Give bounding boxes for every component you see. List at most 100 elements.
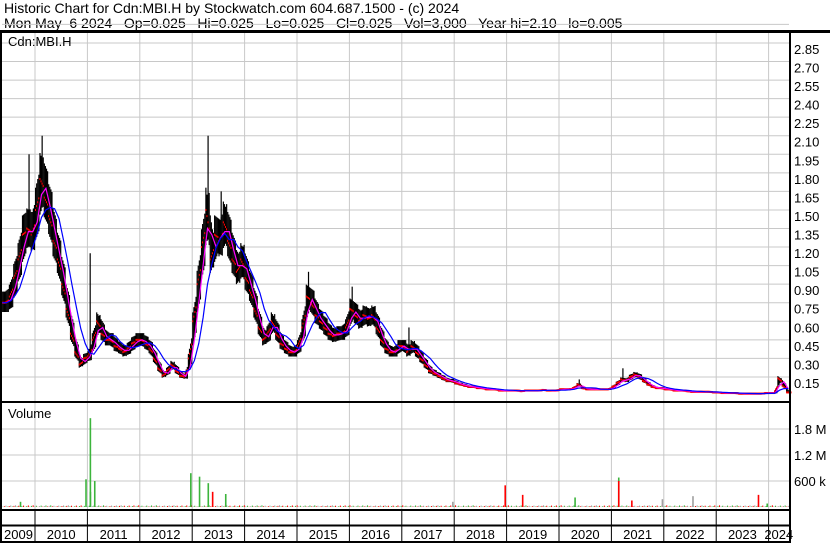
volume-bar (82, 506, 84, 507)
volume-bar (208, 505, 210, 507)
volume-bar (259, 505, 261, 507)
volume-bar (416, 506, 418, 507)
price-bar (269, 321, 271, 341)
volume-bar (5, 505, 7, 507)
high-spike (28, 154, 30, 229)
volume-spike (757, 494, 760, 507)
price-bar (71, 315, 73, 342)
volume-bar (272, 506, 274, 507)
volume-bar (234, 505, 236, 507)
year-label: 2012 (152, 527, 181, 542)
price-bar (248, 270, 251, 301)
volume-bar (8, 506, 10, 507)
price-bar (211, 229, 214, 268)
volume-bar (346, 506, 348, 507)
volume-bar (120, 505, 122, 507)
price-bar (423, 357, 425, 368)
volume-bar (215, 506, 217, 507)
price-tick-label: 1.50 (794, 209, 819, 224)
price-bar (262, 326, 264, 346)
price-bar (256, 295, 258, 324)
volume-bar (672, 506, 674, 507)
volume-bar (106, 505, 108, 507)
volume-bar (690, 506, 692, 507)
price-bar (197, 265, 199, 308)
volume-bar (256, 505, 258, 507)
price-bar (425, 359, 428, 370)
volume-bar (159, 505, 161, 507)
price-bar (18, 239, 20, 280)
price-bar (209, 215, 211, 274)
price-bar (52, 208, 54, 257)
volume-bar (461, 506, 463, 507)
quote-summary: Mon May 6 2024 Op=0.025 Hi=0.025 Lo=0.02… (4, 15, 623, 31)
volume-bar (751, 506, 753, 507)
volume-bar (123, 505, 125, 507)
price-tick-label: 1.35 (794, 228, 819, 243)
volume-bars (2, 418, 789, 507)
volume-bar (176, 505, 178, 507)
volume-bar (493, 505, 495, 507)
volume-bar (576, 505, 578, 507)
price-bar (61, 256, 63, 296)
price-bar (238, 253, 240, 282)
volume-bar (674, 505, 676, 507)
volume-bar (205, 506, 207, 507)
price-bar (180, 371, 182, 378)
volume-bar (10, 505, 12, 507)
price-bar (192, 312, 194, 346)
price-bar (66, 288, 68, 321)
volume-bar (787, 505, 789, 507)
price-bar (119, 341, 121, 354)
year-label: 2019 (518, 527, 547, 542)
volume-bar (128, 505, 130, 507)
price-bar (324, 316, 326, 335)
price-bar (347, 314, 349, 336)
volume-bar (479, 506, 481, 507)
volume-bar (127, 506, 129, 507)
price-bar (73, 322, 75, 347)
volume-bar (395, 506, 397, 507)
price-bar (281, 334, 283, 350)
price-tick-label: 1.65 (794, 190, 819, 205)
price-bar (374, 305, 376, 328)
volume-bar (458, 505, 460, 507)
volume-bar (307, 506, 309, 507)
price-tick-label: 1.80 (794, 172, 819, 187)
price-bar (348, 311, 350, 335)
volume-bar (343, 506, 345, 507)
volume-bar (331, 505, 333, 507)
volume-bar (698, 506, 700, 507)
volume-bar (613, 505, 615, 507)
price-bar (207, 198, 209, 240)
volume-bar (717, 505, 719, 507)
price-bar (17, 243, 19, 282)
volume-bar (299, 505, 301, 507)
volume-bar (506, 505, 508, 507)
price-bar (12, 276, 14, 308)
volume-bar (280, 506, 282, 507)
volume-bar (47, 506, 49, 507)
price-bar (317, 303, 319, 326)
volume-bar (175, 506, 177, 507)
volume-bar (555, 505, 557, 507)
price-tick-label: 1.95 (794, 153, 819, 168)
price-bar (376, 314, 378, 336)
price-bar (219, 219, 221, 255)
price-bar (431, 366, 433, 375)
volume-bar (330, 505, 332, 507)
volume-bar (219, 506, 221, 507)
year-label: 2011 (100, 527, 128, 542)
volume-bar (179, 506, 181, 507)
volume-bar (247, 505, 249, 507)
price-bar (199, 255, 202, 300)
volume-bar (122, 506, 124, 507)
volume-bar (714, 505, 716, 507)
price-bar (54, 215, 56, 261)
volume-bar (23, 505, 25, 507)
price-bar (301, 319, 303, 343)
volume-bar (144, 506, 146, 507)
volume-bar (168, 505, 170, 507)
volume-bar (736, 505, 738, 507)
volume-bar (784, 505, 786, 507)
